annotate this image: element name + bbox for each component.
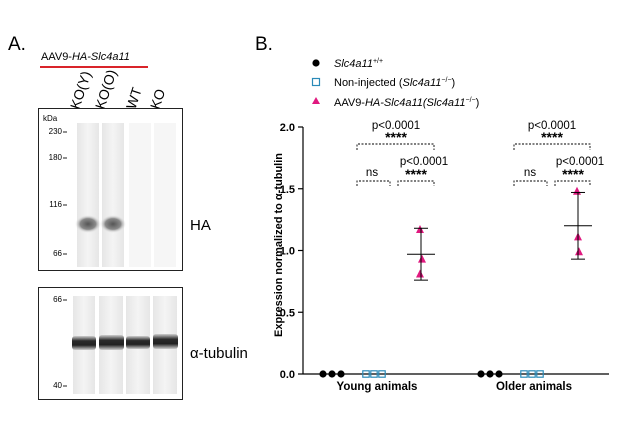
marker-180: 180 bbox=[48, 153, 62, 162]
y-tick-label-2: 1.0 bbox=[280, 246, 295, 258]
ha-blot-image bbox=[63, 123, 176, 267]
construct-underline bbox=[40, 66, 148, 68]
chart-axes: 0.0 0.5 1.0 1.5 2.0 bbox=[280, 122, 609, 381]
ha-lanes bbox=[75, 123, 176, 267]
older-top-stars: **** bbox=[541, 129, 563, 145]
construct-prefix: AAV9- bbox=[41, 51, 72, 63]
marker-116: 116 bbox=[49, 200, 62, 209]
point-wt-1-0 bbox=[477, 370, 485, 378]
young-top-bracket bbox=[356, 143, 435, 150]
older-inner-bracket bbox=[554, 180, 591, 186]
older-top-bracket bbox=[513, 143, 591, 150]
tubulin-lanes bbox=[72, 296, 178, 394]
point-wt-1-1 bbox=[486, 370, 494, 378]
legend-marker-aav9 bbox=[312, 97, 320, 104]
legend-label-aav9: AAV9-HA-Slc4a11(Slc4a11−/−) bbox=[334, 97, 479, 109]
tubulin-blot-frame: 66 40 bbox=[38, 287, 183, 400]
older-inner-pvalue: p<0.0001 bbox=[556, 156, 604, 168]
point-wt-0-2 bbox=[337, 370, 345, 378]
tub-band-3 bbox=[126, 336, 150, 349]
marker-40: 40 bbox=[53, 381, 62, 390]
young-top-pvalue: p<0.0001 bbox=[372, 120, 420, 132]
ha-blot-frame: kDa 230 180 116 66 bbox=[38, 108, 183, 271]
point-noninjected-1-1 bbox=[528, 370, 536, 378]
ha-band-2 bbox=[100, 215, 126, 233]
y-tick-label-4: 2.0 bbox=[280, 122, 295, 134]
point-wt-0-1 bbox=[328, 370, 336, 378]
young-ns: ns bbox=[366, 167, 378, 179]
legend-marker-wt bbox=[312, 59, 320, 67]
construct-label: AAV9-HA-Slc4a11 bbox=[41, 51, 130, 63]
point-aav9-0-2 bbox=[416, 269, 424, 278]
young-inner-bracket bbox=[397, 180, 435, 186]
young-inner-stars: **** bbox=[405, 166, 427, 182]
ha-marker-ticks bbox=[63, 131, 67, 255]
marker-230: 230 bbox=[48, 127, 62, 136]
ha-lane-3 bbox=[129, 123, 151, 267]
panel-a-letter: A. bbox=[8, 34, 26, 55]
point-noninjected-0-2 bbox=[378, 370, 386, 378]
ha-lane-4 bbox=[154, 123, 176, 267]
point-aav9-1-2 bbox=[575, 247, 583, 256]
chart-legend: Slc4a11+/+ Non-injected (Slc4a11−/−) AAV… bbox=[311, 58, 479, 109]
point-noninjected-1-2 bbox=[536, 370, 544, 378]
construct-italic: HA-Slc4a11 bbox=[71, 51, 130, 63]
young-top-stars: **** bbox=[385, 129, 407, 145]
tubulin-label: α-tubulin bbox=[190, 345, 248, 362]
marker-66-bottom: 66 bbox=[53, 295, 62, 304]
point-aav9-0-1 bbox=[418, 254, 426, 263]
young-significance: p<0.0001 **** ns p<0.0001 **** bbox=[356, 120, 448, 186]
chart-marks bbox=[319, 186, 592, 378]
tub-band-4 bbox=[153, 334, 178, 349]
tubulin-blot-image bbox=[63, 296, 178, 394]
y-tick-label-3: 1.5 bbox=[280, 184, 295, 196]
older-significance: p<0.0001 **** ns p<0.0001 **** bbox=[513, 120, 604, 186]
point-aav9-1-0 bbox=[573, 186, 581, 195]
category-label-young: Young animals bbox=[337, 381, 418, 393]
tub-band-2 bbox=[99, 335, 124, 350]
y-tick-label-0: 0.0 bbox=[280, 369, 295, 381]
older-ns-bracket bbox=[513, 180, 548, 186]
y-axis-title: Expression normalized to α-tubulin bbox=[273, 153, 285, 337]
point-wt-0-0 bbox=[319, 370, 327, 378]
ha-band-1 bbox=[75, 215, 101, 233]
point-noninjected-0-0 bbox=[362, 370, 370, 378]
y-tick-label-1: 0.5 bbox=[280, 307, 295, 319]
older-ns: ns bbox=[524, 167, 536, 179]
young-ns-bracket bbox=[356, 180, 391, 186]
point-noninjected-1-0 bbox=[520, 370, 528, 378]
legend-marker-noninjected bbox=[311, 77, 321, 87]
category-label-older: Older animals bbox=[496, 381, 572, 393]
legend-label-wt: Slc4a11+/+ bbox=[334, 58, 383, 70]
ha-label: HA bbox=[190, 217, 211, 234]
panel-b-letter: B. bbox=[255, 34, 273, 55]
point-wt-1-2 bbox=[495, 370, 503, 378]
older-inner-stars: **** bbox=[562, 166, 584, 182]
marker-66: 66 bbox=[53, 249, 62, 258]
point-aav9-0-0 bbox=[416, 225, 424, 234]
kda-label: kDa bbox=[43, 114, 58, 123]
older-top-pvalue: p<0.0001 bbox=[528, 120, 576, 132]
young-inner-pvalue: p<0.0001 bbox=[400, 156, 448, 168]
tub-marker-ticks bbox=[63, 299, 67, 387]
point-noninjected-0-1 bbox=[370, 370, 378, 378]
legend-label-noninjected: Non-injected (Slc4a11−/−) bbox=[334, 77, 455, 89]
tub-band-1 bbox=[72, 336, 96, 350]
